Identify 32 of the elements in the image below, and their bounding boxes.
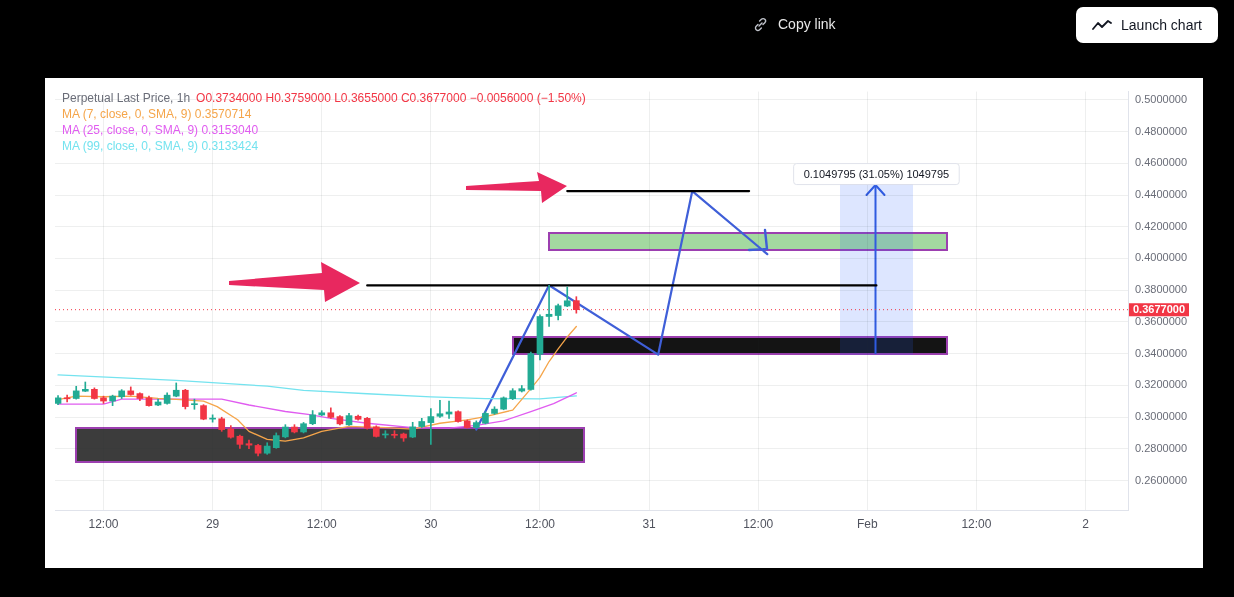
y-tick-label: 0.4600000 [1135, 156, 1187, 169]
y-tick-label: 0.2600000 [1135, 473, 1187, 486]
x-tick-label: 12:00 [743, 516, 774, 531]
annotation: 0.1049795 (31.05%) 1049795 [803, 167, 950, 180]
x-tick-label: 29 [205, 516, 220, 531]
x-tick-label: 12:00 [306, 516, 338, 531]
y-tick-label: 0.3600000 [1135, 314, 1187, 327]
chart-subtitle: O0.3734000 H0.3759000 L0.3655000 C0.3677000 −0.0056000 (−1.50%) [196, 91, 586, 105]
x-tick-label: 30 [424, 516, 438, 531]
y-tick-label: 0.2800000 [1135, 441, 1187, 454]
y-tick-label: 0.3200000 [1135, 378, 1187, 391]
x-tick-label: 12:00 [524, 516, 556, 531]
button: Launch chart [1076, 7, 1218, 43]
x-tick-label: 12:00 [88, 516, 119, 531]
x-tick-label: Feb [856, 516, 878, 531]
y-tick-label: 0.3800000 [1135, 283, 1187, 296]
chart-title: Perpetual Last Price, 1h [62, 91, 191, 105]
x-tick-label: 12:00 [961, 516, 992, 531]
text: Copy link [778, 16, 836, 32]
y-tick-label: 0.4800000 [1135, 124, 1187, 137]
y-tick-label: 0.4400000 [1135, 188, 1187, 201]
y-tick-label: 0.5000000 [1135, 92, 1187, 105]
y-tick-label: 0.3000000 [1135, 410, 1187, 423]
y-tick-label: 0.3400000 [1135, 346, 1187, 359]
ref-line-label: 0.3677000 [1133, 303, 1185, 316]
text: MA (7, close, 0, SMA, 9) 0.3570714 [62, 107, 252, 121]
text: MA (25, close, 0, SMA, 9) 0.3153040 [62, 123, 259, 137]
x-tick-label: 2 [1082, 516, 1090, 531]
y-tick-label: 0.4000000 [1135, 251, 1187, 264]
text: MA (99, close, 0, SMA, 9) 0.3133424 [62, 139, 259, 153]
x-tick-label: 31 [642, 516, 657, 531]
y-tick-label: 0.4200000 [1135, 219, 1187, 232]
